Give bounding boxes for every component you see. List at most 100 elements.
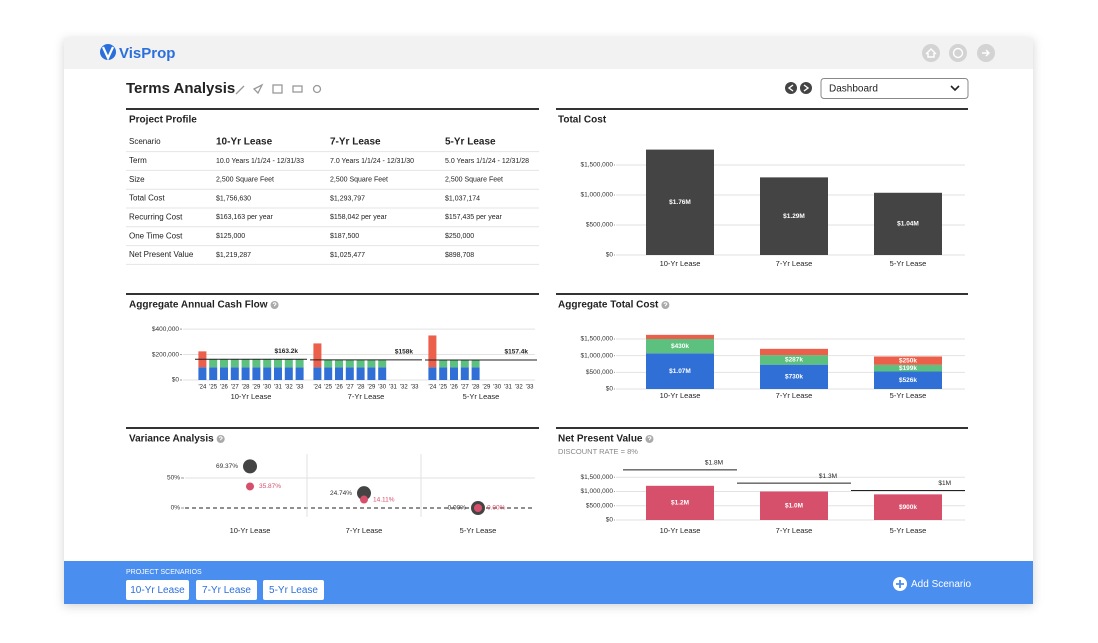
bar-value-label: $1.0M	[785, 502, 803, 509]
x-tick-label: '28	[472, 385, 480, 391]
add-scenario-button[interactable]: Add Scenario	[893, 577, 971, 591]
scenario-button[interactable]: 10-Yr Lease	[126, 580, 189, 600]
segment-value-label: $526k	[899, 377, 917, 384]
bar-segment	[439, 367, 448, 380]
cell: $163,163 per year	[216, 214, 273, 221]
content: 10-Yr Lease 7-Yr Lease 5-Yr Lease Project P…	[126, 108, 968, 600]
bar-segment	[450, 359, 458, 368]
home-button[interactable]	[922, 44, 940, 62]
bar-value-label: $1.29M	[783, 213, 805, 220]
cell: $157,435 per year	[445, 214, 502, 221]
bar-segment	[274, 367, 282, 380]
scenario-button-label: 10-Yr Lease	[130, 585, 185, 596]
x-tick-label: '27	[231, 385, 239, 391]
y-tick-label: $0	[606, 517, 614, 524]
settings-icon[interactable]	[312, 84, 322, 94]
bar-segment	[324, 359, 333, 368]
prev-button[interactable]	[785, 82, 797, 94]
panel-title: Net Present Value	[558, 434, 643, 445]
view-select-value: Dashboard	[829, 84, 878, 95]
logo-mark	[101, 46, 115, 61]
reference-label: $1.3M	[819, 473, 837, 480]
x-tick-label: 5-Yr Lease	[890, 391, 927, 400]
bar-segment	[760, 348, 828, 356]
x-tick-label: 5-Yr Lease	[890, 526, 927, 535]
x-tick-label: '29	[252, 385, 260, 391]
point	[474, 504, 482, 512]
account-button[interactable]	[949, 44, 967, 62]
reference-label: $1.8M	[705, 460, 723, 467]
x-tick-label: '31	[504, 385, 512, 391]
x-tick-label: '31	[389, 385, 397, 391]
logout-button[interactable]	[977, 44, 995, 62]
x-tick-label: '24	[428, 385, 436, 391]
row-label: Term	[129, 156, 147, 165]
point-label: 69.37%	[216, 463, 238, 470]
y-tick-label: $0	[172, 377, 180, 384]
bar-value-label: $1.76M	[669, 199, 691, 206]
x-tick-label: 10-Yr Lease	[660, 526, 701, 535]
bar-segment	[220, 359, 228, 368]
export-icon[interactable]	[272, 84, 283, 94]
reference-label: $163.2k	[275, 348, 299, 355]
bar-segment	[198, 367, 207, 380]
next-button[interactable]	[800, 82, 812, 94]
bar-segment	[335, 359, 343, 368]
y-tick-label: $500,000	[586, 502, 613, 509]
cell: 7.0 Years 1/1/24 - 12/31/30	[330, 158, 414, 165]
x-tick-label: 10-Yr Lease	[660, 391, 701, 400]
view-select[interactable]: Dashboard	[820, 78, 969, 99]
row-label: Net Present Value	[129, 250, 194, 259]
bar-segment	[460, 367, 469, 380]
cell: 5.0 Years 1/1/24 - 12/31/28	[445, 158, 529, 165]
bar-segment	[230, 359, 239, 368]
x-tick-label: '24	[313, 385, 321, 391]
y-tick-label: $1,500,000	[580, 474, 613, 481]
x-tick-label: '25	[324, 385, 332, 391]
page-title: Terms Analysis	[126, 80, 235, 97]
y-tick-label: $1,500,000	[580, 336, 613, 343]
bar-segment	[209, 367, 218, 380]
bar-segment	[220, 367, 228, 380]
bar	[760, 177, 828, 255]
bar-segment	[646, 353, 714, 389]
row-label: Total Cost	[129, 194, 165, 203]
x-tick-label: '29	[482, 385, 490, 391]
logo[interactable]: VisProp	[100, 44, 175, 62]
scenario-button[interactable]: 7-Yr Lease	[196, 580, 257, 600]
reference-label: $1M	[938, 480, 951, 487]
panel-title: Project Profile	[129, 115, 197, 126]
x-tick-label: '27	[461, 385, 469, 391]
cell: $1,025,477	[330, 252, 365, 259]
scenario-button-label: 5-Yr Lease	[269, 585, 318, 596]
bar-segment	[345, 367, 354, 380]
send-icon[interactable]	[252, 83, 264, 95]
group-label: 5-Yr Lease	[463, 392, 500, 401]
top-bar	[64, 38, 1033, 69]
x-tick-label: '33	[526, 385, 534, 391]
y-tick-label: $1,000,000	[580, 192, 613, 199]
chart-subtitle: DISCOUNT RATE = 8%	[558, 447, 638, 456]
bar	[760, 491, 828, 520]
bar-segment	[460, 359, 469, 368]
bar	[646, 485, 714, 520]
bar-segment	[760, 355, 828, 365]
edit-icon[interactable]	[235, 85, 245, 95]
x-tick-label: 7-Yr Lease	[776, 391, 813, 400]
point-label: 35.87%	[259, 483, 281, 490]
print-icon[interactable]	[292, 85, 303, 93]
reference-label: $158k	[395, 349, 413, 356]
bar-segment	[284, 367, 293, 380]
x-tick-label: '33	[411, 385, 419, 391]
bar-segment	[874, 364, 942, 372]
bar	[874, 192, 942, 255]
cell: 10.0 Years 1/1/24 - 12/31/33	[216, 158, 304, 165]
scenario-button[interactable]: 5-Yr Lease	[263, 580, 324, 600]
y-tick-label: $500,000	[586, 222, 613, 229]
x-tick-label: '32	[515, 385, 523, 391]
bar-segment	[230, 367, 239, 380]
x-tick-label: 7-Yr Lease	[776, 526, 813, 535]
panel-title: Aggregate Annual Cash Flow	[129, 300, 268, 311]
y-tick-label: $0	[606, 252, 614, 259]
